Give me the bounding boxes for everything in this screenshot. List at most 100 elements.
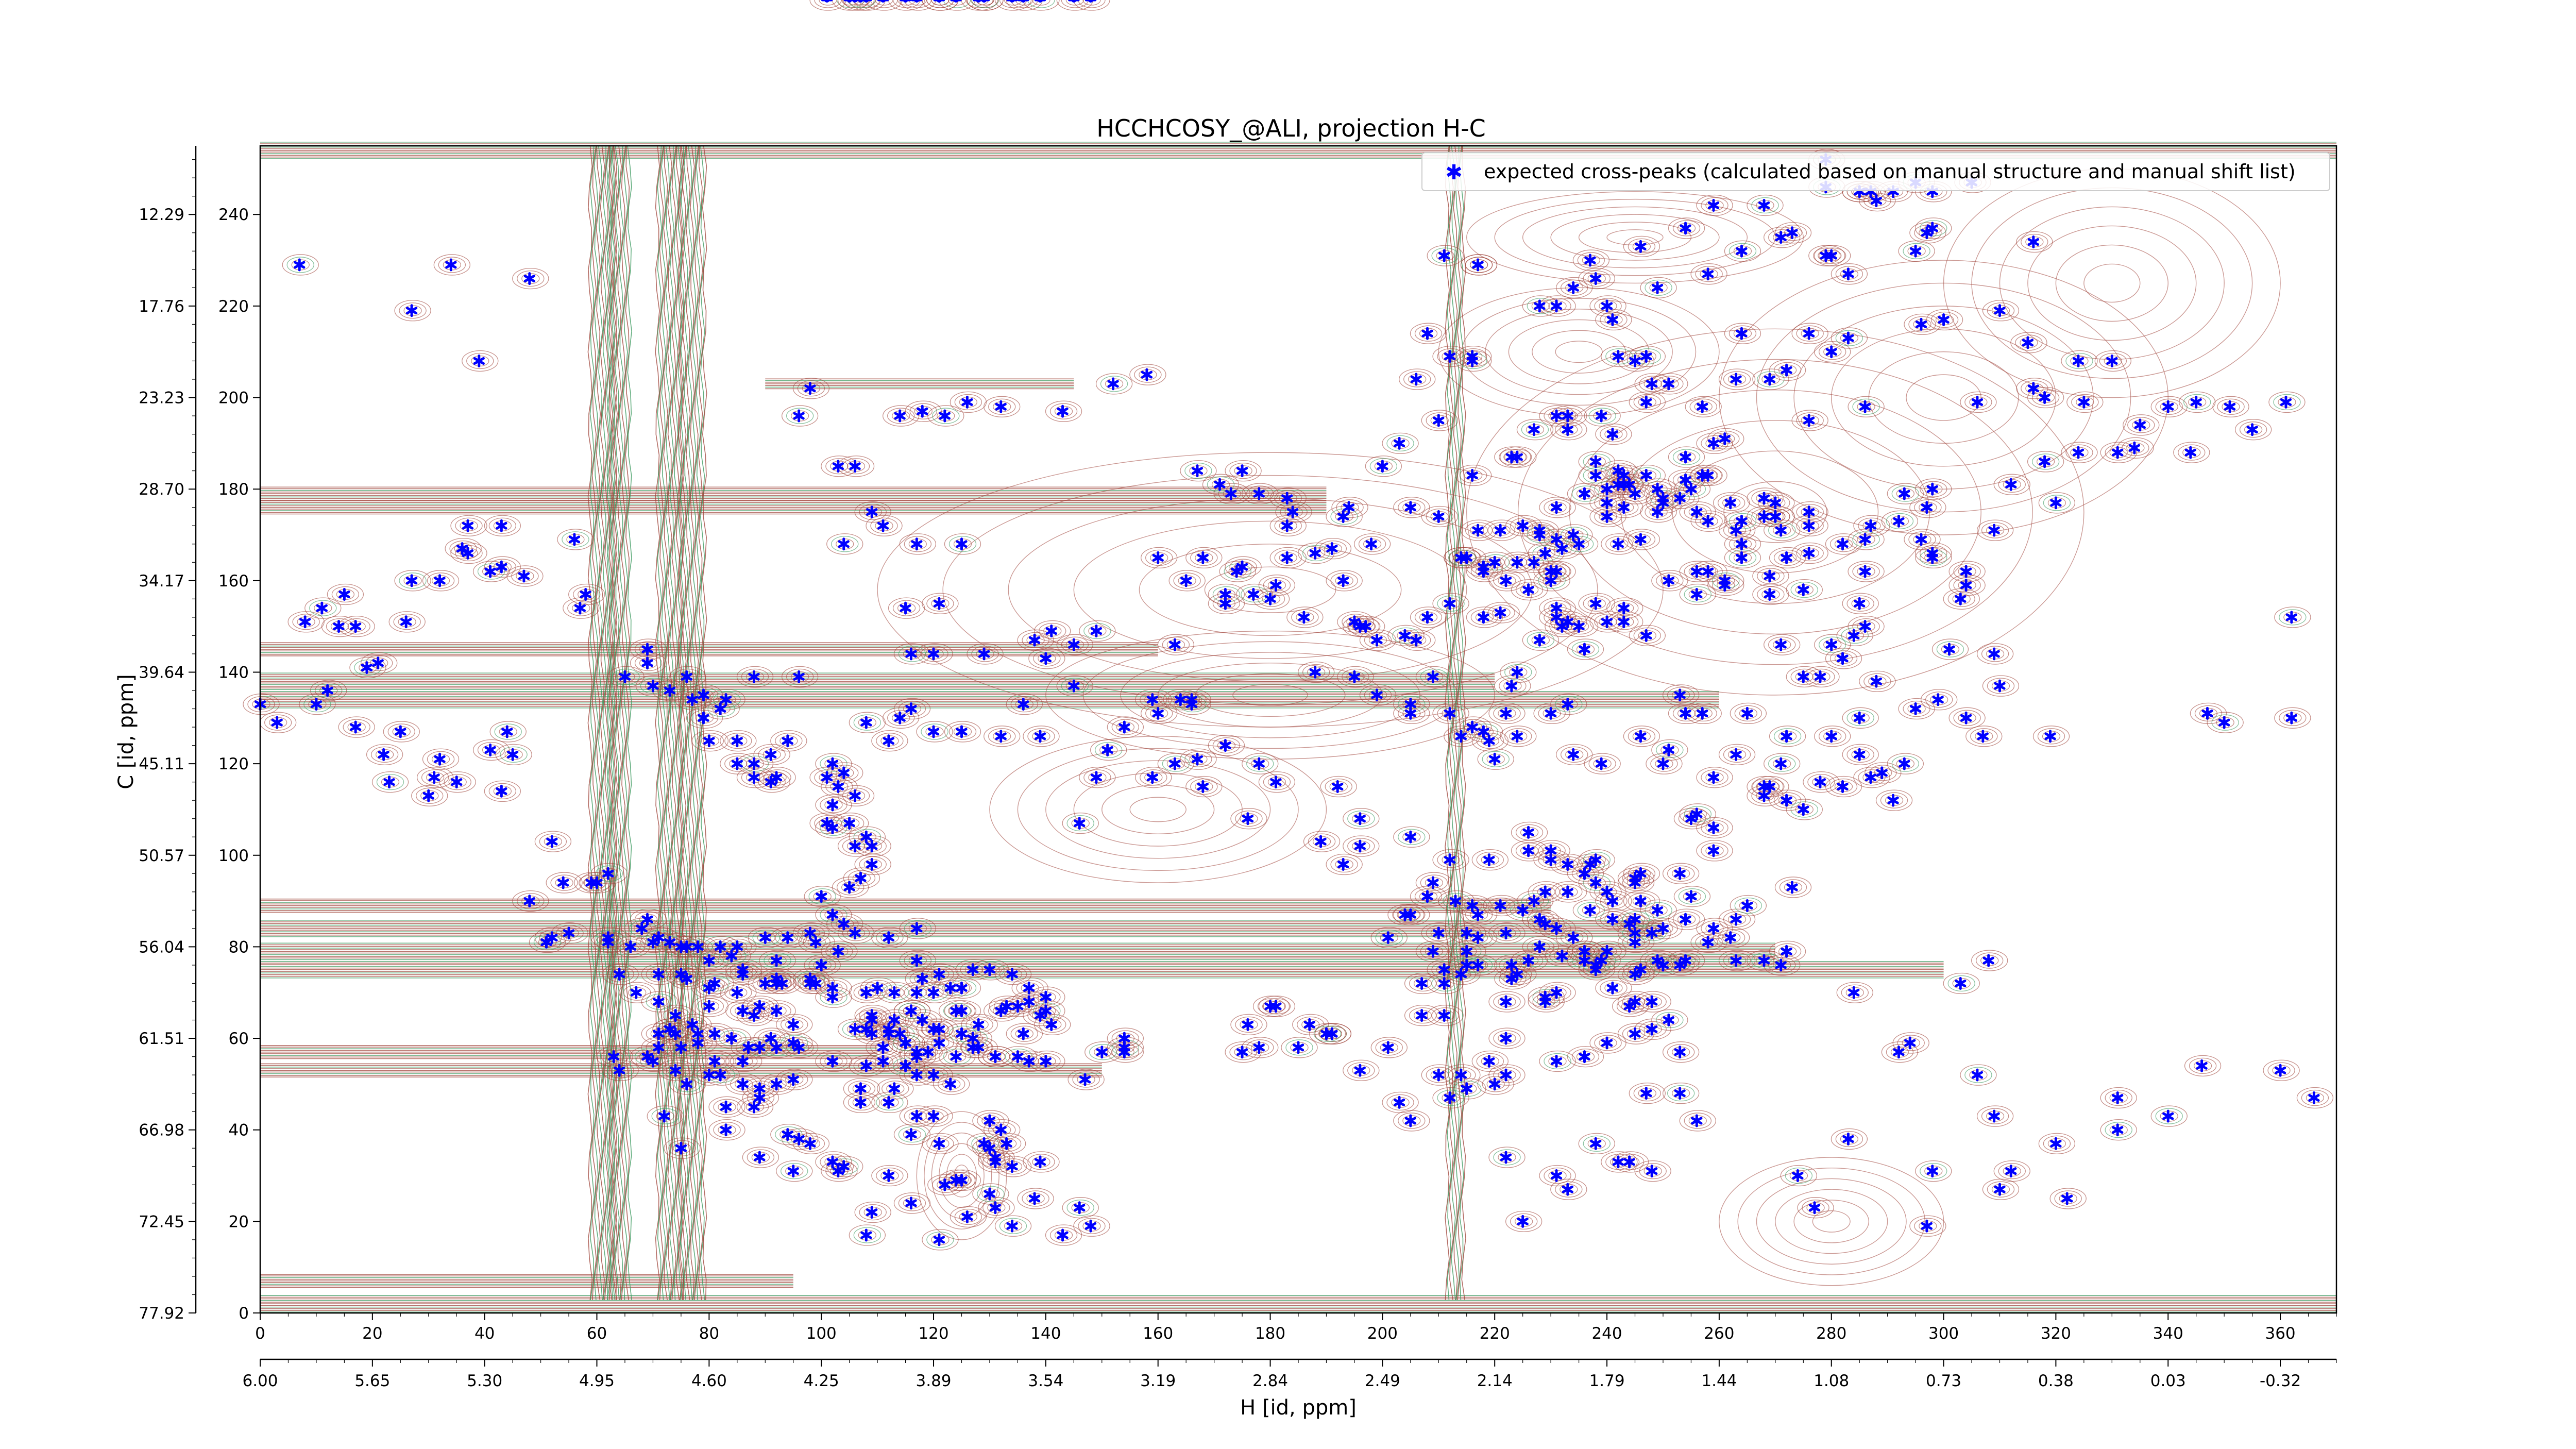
contour-ring	[1427, 1004, 1464, 1026]
y-ppm-tick-label: 23.23	[139, 389, 184, 408]
contour-ring	[411, 785, 448, 806]
contour-ring	[1814, 634, 1851, 655]
contour-ring	[1960, 1064, 1997, 1086]
peak-marker	[877, 1041, 889, 1054]
contour-ring	[887, 710, 915, 726]
peak-marker	[1365, 537, 1377, 551]
contour-ring	[904, 952, 932, 969]
contour-ring	[1628, 962, 1656, 978]
peak-marker	[2072, 354, 2084, 367]
peak-marker	[1899, 757, 1910, 770]
peak-marker	[1697, 706, 1708, 720]
contour-ring	[1791, 410, 1828, 431]
y-ppm-axis: 77.9272.4566.9861.5156.0450.5745.1139.64…	[139, 146, 197, 1323]
contour-ring	[931, 0, 950, 6]
peak-marker	[1786, 226, 1798, 240]
peak-marker	[1584, 903, 1596, 917]
peak-marker	[821, 0, 833, 3]
peak-marker	[911, 1046, 923, 1059]
contour-ring	[1275, 501, 1312, 523]
contour-ring	[871, 730, 908, 752]
peak-marker	[1618, 601, 1630, 615]
peak-marker	[1191, 464, 1204, 478]
peak-marker	[1191, 752, 1204, 766]
contour-column-line	[657, 145, 662, 1301]
peak-marker	[1466, 469, 1478, 482]
contour-ring	[1134, 366, 1162, 383]
peak-marker	[1225, 487, 1237, 500]
y-ppm-tick-label: 72.45	[139, 1212, 184, 1231]
contour-ring	[2184, 1055, 2222, 1077]
peak-marker	[843, 817, 855, 830]
contour-ring	[1595, 977, 1632, 999]
y-tick-label: 0	[239, 1304, 249, 1323]
peak-marker	[1404, 501, 1416, 514]
contour-ring	[646, 929, 673, 946]
contour-ring	[1909, 1215, 1946, 1237]
contour-ring	[1347, 838, 1375, 854]
contour-ring	[1612, 474, 1649, 495]
peak-marker	[1270, 1000, 1282, 1013]
contour-ring	[927, 1174, 964, 1195]
peak-marker	[361, 661, 373, 675]
contour-ring	[1493, 1149, 1521, 1166]
contour-ring	[489, 721, 527, 743]
peak-marker	[927, 1109, 940, 1123]
contour-ring	[1556, 744, 1593, 766]
contour-ring	[821, 1160, 858, 1182]
peak-marker	[1090, 625, 1103, 638]
contour-ring	[831, 765, 859, 781]
contour-ring	[1039, 1016, 1066, 1033]
x-tick-label: 180	[1255, 1324, 1285, 1343]
peak-marker	[1674, 1087, 1686, 1100]
contour-ring	[999, 966, 1027, 983]
peak-marker	[1393, 1096, 1405, 1109]
y-tick-label: 160	[218, 572, 249, 591]
contour-ring	[1612, 1151, 1649, 1173]
peak-marker	[1606, 895, 1619, 908]
contour-ring	[1764, 753, 1801, 774]
contour-ring	[1083, 769, 1111, 786]
contour-ring	[1718, 495, 1745, 511]
peak-marker	[1680, 473, 1691, 486]
peak-marker	[1562, 409, 1573, 423]
contour-ring	[2150, 1105, 2188, 1127]
contour-ring	[494, 723, 522, 740]
peak-marker	[1926, 551, 1938, 564]
contour-ring	[1049, 403, 1078, 419]
contour-column-line	[611, 145, 616, 1301]
peak-marker	[860, 716, 872, 729]
peak-marker	[1579, 1050, 1590, 1064]
x-tick-label: 160	[1143, 1324, 1173, 1343]
contour-ring	[1953, 563, 1981, 580]
peak-marker	[1814, 776, 1826, 789]
peak-marker	[1550, 986, 1563, 999]
contour-ring	[1449, 1078, 1486, 1100]
contour-ring	[2105, 1122, 2132, 1138]
peak-marker	[692, 940, 704, 953]
contour-ring	[775, 733, 803, 749]
contour-ring	[852, 0, 871, 6]
contour-ring	[961, 1014, 998, 1036]
contour-ring	[842, 458, 870, 475]
peak-marker	[1674, 492, 1686, 505]
peak-marker	[1859, 620, 1871, 633]
contour-ring	[1263, 773, 1291, 790]
contour-ring	[837, 922, 875, 944]
contour-ring	[967, 643, 1004, 665]
peak-marker	[664, 684, 676, 697]
peak-marker	[1612, 537, 1624, 551]
contour-ring	[1061, 636, 1089, 653]
contour-ring	[1421, 1064, 1458, 1086]
contour-ring	[1532, 916, 1560, 932]
contour-ring	[853, 1227, 881, 1243]
peak-marker	[1444, 597, 1456, 610]
contour-ring	[595, 865, 623, 882]
peak-marker	[877, 519, 889, 532]
contour-ring	[438, 257, 466, 273]
contour-ring	[658, 1059, 695, 1081]
y-tick-label: 240	[218, 206, 249, 224]
x-ppm-tick-label: 4.60	[691, 1372, 727, 1390]
contour-ring	[1459, 719, 1487, 735]
contour-ring	[758, 746, 786, 763]
